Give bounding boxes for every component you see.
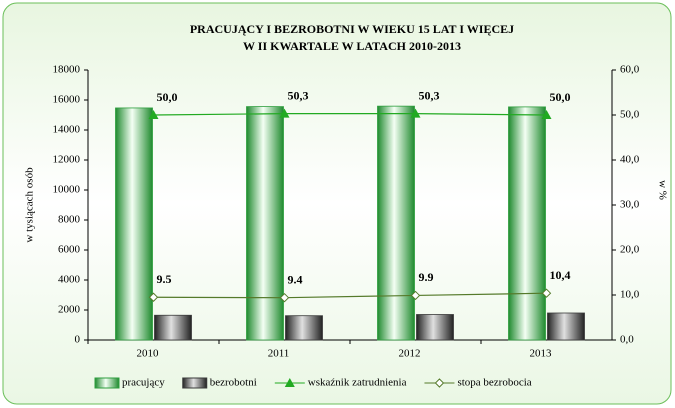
y-tick-label: 2000 — [58, 304, 81, 316]
legend-label: wskaźnik zatrudnienia — [308, 377, 407, 389]
y2-tick-label: 40,0 — [620, 154, 640, 166]
y2-axis-label: w % — [656, 180, 668, 200]
bar — [416, 314, 454, 341]
y-tick-label: 6000 — [58, 244, 81, 256]
y-tick-label: 18000 — [53, 64, 81, 76]
legend-swatch — [182, 377, 208, 389]
line-marker — [541, 288, 552, 298]
line — [153, 292, 547, 299]
line-marker — [434, 378, 445, 388]
data-label: 50,3 — [288, 88, 309, 102]
line-marker — [279, 292, 290, 303]
bar — [547, 312, 585, 341]
data-label: 9.9 — [419, 270, 434, 284]
bar — [154, 314, 192, 341]
data-label: 9.4 — [288, 272, 303, 286]
chart-title: PRACUJĄCY I BEZROBOTNI W WIEKU 15 LAT I … — [190, 22, 514, 36]
y-tick-label: 10000 — [53, 184, 81, 196]
data-label: 9.5 — [157, 272, 172, 286]
y-axis-label: w tysiącach osób — [24, 167, 36, 243]
line-marker — [148, 292, 159, 302]
x-tick-label: 2012 — [399, 348, 421, 360]
line-marker — [148, 110, 159, 119]
x-tick-label: 2011 — [268, 348, 290, 360]
y-tick-label: 12000 — [53, 154, 81, 166]
bar — [115, 107, 153, 341]
line-marker — [284, 378, 295, 387]
chart-title: W II KWARTALE W LATACH 2010-2013 — [243, 39, 461, 53]
y-tick-label: 16000 — [53, 94, 81, 106]
x-tick-label: 2013 — [530, 348, 553, 360]
line-marker — [279, 108, 290, 118]
y-tick-label: 4000 — [58, 274, 81, 286]
y2-tick-label: 10,0 — [620, 289, 640, 301]
data-label: 10,4 — [550, 268, 571, 282]
x-tick-label: 2010 — [137, 348, 160, 360]
legend-label: bezrobotni — [210, 377, 257, 389]
bar — [508, 106, 546, 341]
data-label: 50,3 — [419, 88, 440, 102]
data-label: 50,0 — [157, 90, 178, 104]
y-tick-label: 8000 — [58, 214, 81, 226]
y2-tick-label: 60,0 — [620, 64, 640, 76]
data-label: 50,0 — [550, 90, 571, 104]
y2-tick-label: 0,0 — [620, 334, 634, 346]
y-tick-label: 0 — [75, 334, 81, 346]
line-marker — [410, 290, 421, 301]
bar — [246, 106, 284, 341]
legend-swatch — [94, 377, 120, 389]
legend-label: stopa bezrobocia — [457, 377, 531, 389]
y2-tick-label: 50,0 — [620, 109, 640, 121]
bar — [377, 105, 415, 341]
bar — [285, 315, 323, 341]
line — [153, 113, 547, 116]
y2-tick-label: 30,0 — [620, 199, 640, 211]
line-marker — [410, 108, 421, 118]
legend-label: pracujący — [122, 377, 165, 389]
y2-tick-label: 20,0 — [620, 244, 640, 256]
line-marker — [541, 110, 552, 119]
y-tick-label: 14000 — [53, 124, 81, 136]
